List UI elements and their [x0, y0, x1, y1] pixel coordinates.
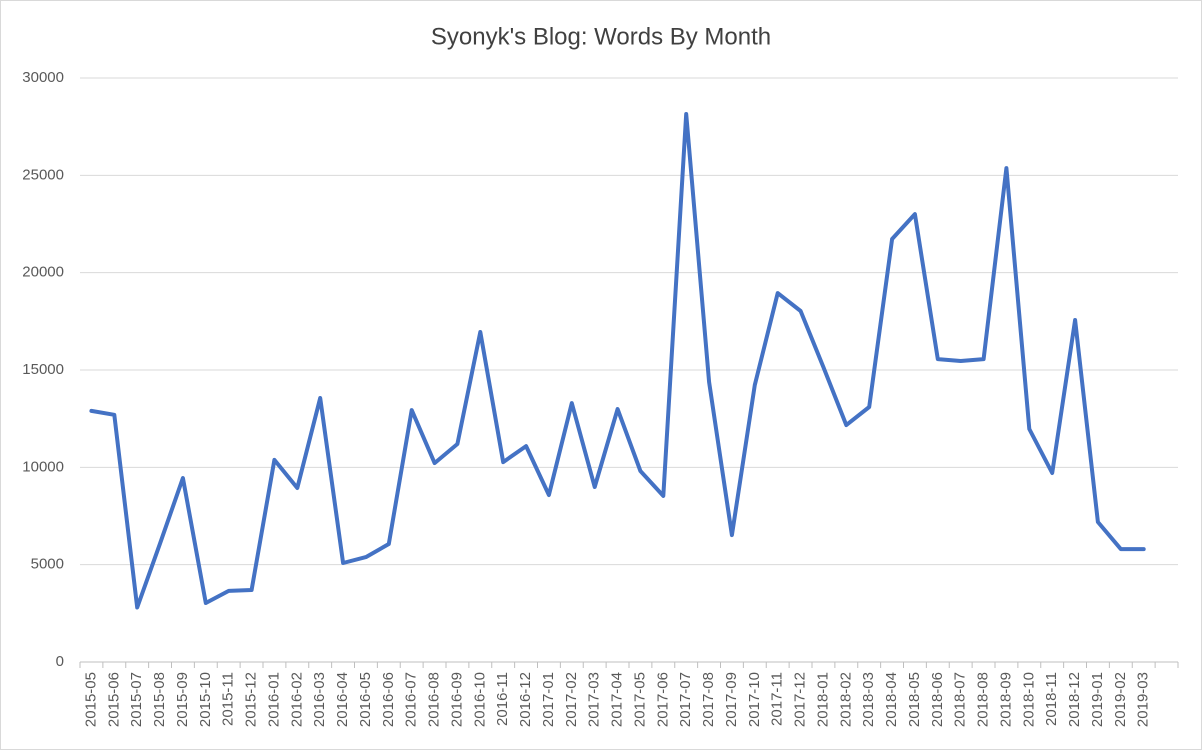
- x-tick-label: 2018-07: [952, 672, 969, 727]
- x-tick-label: 2016-09: [448, 672, 465, 727]
- x-tick-label: 2016-11: [494, 672, 511, 726]
- x-tick-label: 2016-07: [403, 672, 420, 727]
- x-tick-label: 2016-12: [517, 672, 534, 727]
- x-tick-label: 2017-04: [609, 672, 626, 727]
- x-tick-label: 2017-01: [540, 672, 557, 727]
- x-tick-label: 2015-11: [220, 672, 237, 726]
- x-tick-label: 2015-10: [197, 672, 214, 727]
- x-tick-label: 2017-05: [631, 672, 648, 727]
- x-tick-label: 2017-06: [654, 672, 671, 727]
- y-tick-label: 25000: [22, 166, 64, 183]
- x-tick-label: 2015-09: [174, 672, 191, 727]
- x-tick-label: 2017-10: [746, 672, 763, 727]
- x-tick-label: 2019-01: [1089, 672, 1106, 727]
- x-tick-label: 2018-04: [883, 672, 900, 727]
- x-tick-label: 2015-05: [82, 672, 99, 727]
- x-tick-label: 2018-02: [837, 672, 854, 727]
- x-tick-label: 2016-02: [288, 672, 305, 727]
- x-tick-label: 2019-02: [1112, 672, 1129, 727]
- x-tick-label: 2015-06: [105, 672, 122, 727]
- x-tick-label: 2018-09: [997, 672, 1014, 727]
- x-tick-label: 2018-10: [1020, 672, 1037, 727]
- y-tick-label: 15000: [22, 361, 64, 378]
- x-tick-label: 2016-06: [380, 672, 397, 727]
- x-tick-label: 2018-12: [1066, 672, 1083, 727]
- x-tick-label: 2017-11: [769, 672, 786, 726]
- x-tick-label: 2017-03: [586, 672, 603, 727]
- x-tick-label: 2018-08: [975, 672, 992, 727]
- data-line: [89, 112, 1146, 610]
- x-tick-label: 2015-08: [151, 672, 168, 727]
- x-tick-label: 2019-03: [1135, 672, 1152, 727]
- y-tick-label: 30000: [22, 69, 64, 86]
- x-tick-label: 2018-05: [906, 672, 923, 727]
- x-tick-label: 2016-04: [334, 672, 351, 727]
- y-tick-label: 20000: [22, 264, 64, 281]
- x-tick-label: 2016-01: [265, 672, 282, 727]
- x-tick-label: 2016-08: [426, 672, 443, 727]
- x-tick-label: 2017-02: [563, 672, 580, 727]
- x-tick-label: 2018-01: [814, 672, 831, 727]
- chart-title: Syonyk's Blog: Words By Month: [431, 23, 771, 50]
- x-tick-label: 2017-09: [723, 672, 740, 727]
- y-tick-label: 0: [56, 653, 64, 670]
- x-tick-label: 2018-06: [929, 672, 946, 727]
- x-tick-label: 2016-03: [311, 672, 328, 727]
- x-tick-label: 2016-10: [471, 672, 488, 727]
- y-tick-label: 5000: [31, 556, 64, 573]
- x-tick-label: 2015-12: [243, 672, 260, 727]
- y-tick-label: 10000: [22, 458, 64, 475]
- x-tick-label: 2015-07: [128, 672, 145, 727]
- x-tick-label: 2018-03: [860, 672, 877, 727]
- x-tick-label: 2016-05: [357, 672, 374, 727]
- x-tick-label: 2017-08: [700, 672, 717, 727]
- x-tick-label: 2017-12: [792, 672, 809, 727]
- x-tick-label: 2017-07: [677, 672, 694, 727]
- x-tick-label: 2018-11: [1043, 672, 1060, 726]
